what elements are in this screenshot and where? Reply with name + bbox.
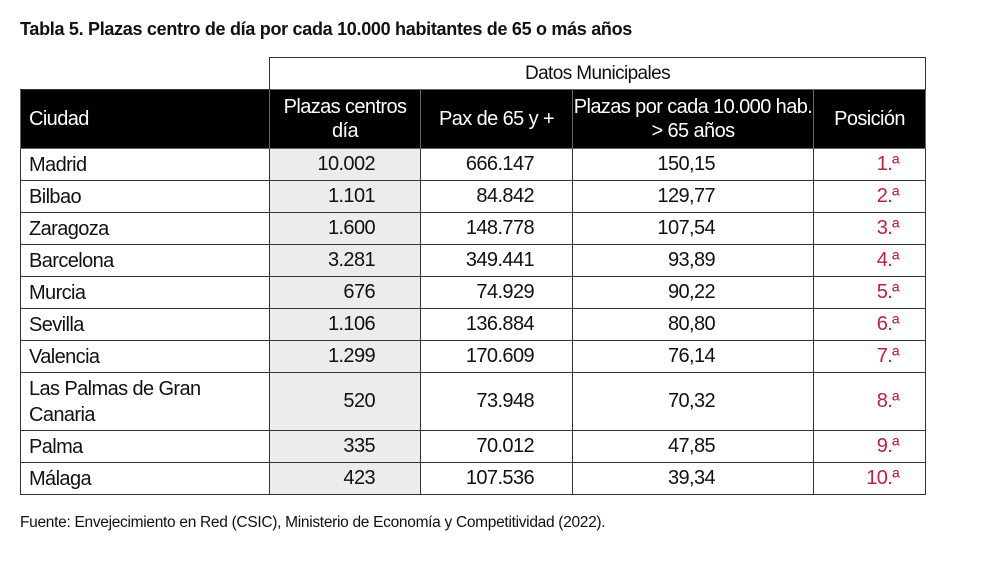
- cell-ratio: 107,54: [572, 212, 814, 245]
- data-table: Datos Municipales Ciudad Plazas centros …: [20, 57, 926, 495]
- cell-posicion: 6.ª: [813, 308, 926, 341]
- cell-plazas: 1.600: [269, 212, 421, 245]
- cell-pax: 107.536: [420, 462, 573, 495]
- cell-plazas: 1.299: [269, 340, 421, 373]
- cell-ciudad: Madrid: [20, 148, 270, 181]
- table-row: Madrid 10.002 666.147 150,15 1.ª: [20, 148, 926, 181]
- cell-ratio: 70,32: [572, 372, 814, 431]
- table-row: Sevilla 1.106 136.884 80,80 6.ª: [20, 308, 926, 341]
- cell-ciudad: Málaga: [20, 462, 270, 495]
- cell-plazas: 1.106: [269, 308, 421, 341]
- cell-ratio: 150,15: [572, 148, 814, 181]
- cell-ratio: 39,34: [572, 462, 814, 495]
- cell-ratio: 129,77: [572, 180, 814, 213]
- table-row: Barcelona 3.281 349.441 93,89 4.ª: [20, 244, 926, 277]
- cell-ciudad: Zaragoza: [20, 212, 270, 245]
- cell-ciudad: Sevilla: [20, 308, 270, 341]
- table-row: Bilbao 1.101 84.842 129,77 2.ª: [20, 180, 926, 213]
- cell-plazas: 335: [269, 430, 421, 463]
- cell-posicion: 8.ª: [813, 372, 926, 431]
- cell-plazas: 3.281: [269, 244, 421, 277]
- cell-pax: 70.012: [420, 430, 573, 463]
- cell-pax: 84.842: [420, 180, 573, 213]
- col-plazas: Plazas centros día: [269, 89, 421, 149]
- cell-ratio: 76,14: [572, 340, 814, 373]
- table-row: Murcia 676 74.929 90,22 5.ª: [20, 276, 926, 309]
- col-ciudad: Ciudad: [20, 89, 270, 149]
- cell-pax: 170.609: [420, 340, 573, 373]
- cell-ratio: 47,85: [572, 430, 814, 463]
- cell-ciudad: Murcia: [20, 276, 270, 309]
- cell-posicion: 7.ª: [813, 340, 926, 373]
- cell-posicion: 2.ª: [813, 180, 926, 213]
- cell-posicion: 4.ª: [813, 244, 926, 277]
- cell-posicion: 1.ª: [813, 148, 926, 181]
- cell-posicion: 10.ª: [813, 462, 926, 495]
- cell-ratio: 90,22: [572, 276, 814, 309]
- cell-plazas: 423: [269, 462, 421, 495]
- col-posicion: Posición: [813, 89, 926, 149]
- cell-posicion: 5.ª: [813, 276, 926, 309]
- header-row: Ciudad Plazas centros día Pax de 65 y + …: [20, 89, 926, 149]
- cell-ratio: 93,89: [572, 244, 814, 277]
- table-row: Las Palmas de Gran Canaria 520 73.948 70,32…: [20, 372, 926, 431]
- cell-plazas: 1.101: [269, 180, 421, 213]
- col-ratio: Plazas por cada 10.000 hab. > 65 años: [572, 89, 814, 149]
- group-header: Datos Municipales: [269, 57, 926, 90]
- cell-pax: 148.778: [420, 212, 573, 245]
- cell-posicion: 9.ª: [813, 430, 926, 463]
- cell-ciudad: Barcelona: [20, 244, 270, 277]
- table-row: Valencia 1.299 170.609 76,14 7.ª: [20, 340, 926, 373]
- cell-pax: 136.884: [420, 308, 573, 341]
- blank-corner: [20, 57, 270, 90]
- cell-ciudad: Palma: [20, 430, 270, 463]
- table-row: Zaragoza 1.600 148.778 107,54 3.ª: [20, 212, 926, 245]
- cell-pax: 666.147: [420, 148, 573, 181]
- cell-ciudad: Bilbao: [20, 180, 270, 213]
- cell-plazas: 520: [269, 372, 421, 431]
- cell-ciudad: Las Palmas de Gran Canaria: [20, 372, 270, 431]
- source-note: Fuente: Envejecimiento en Red (CSIC), Mi…: [20, 514, 606, 531]
- table-row: Málaga 423 107.536 39,34 10.ª: [20, 462, 926, 495]
- cell-pax: 74.929: [420, 276, 573, 309]
- table-title: Tabla 5. Plazas centro de día por cada 1…: [20, 19, 633, 39]
- cell-ratio: 80,80: [572, 308, 814, 341]
- table-row: Palma 335 70.012 47,85 9.ª: [20, 430, 926, 463]
- cell-pax: 349.441: [420, 244, 573, 277]
- cell-pax: 73.948: [420, 372, 573, 431]
- col-pax: Pax de 65 y +: [420, 89, 573, 149]
- cell-ciudad: Valencia: [20, 340, 270, 373]
- cell-posicion: 3.ª: [813, 212, 926, 245]
- cell-plazas: 676: [269, 276, 421, 309]
- cell-plazas: 10.002: [269, 148, 421, 181]
